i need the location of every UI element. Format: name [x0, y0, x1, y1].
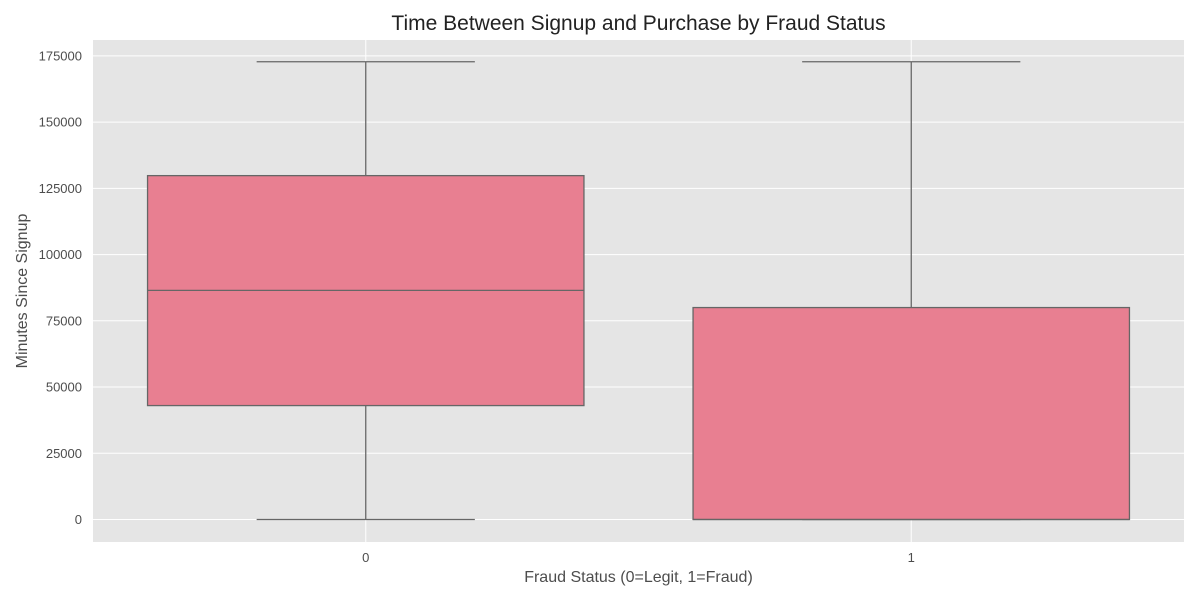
y-axis-label: Minutes Since Signup — [14, 214, 31, 369]
x-tick-label: 1 — [908, 550, 915, 565]
box-0 — [146, 61, 585, 521]
x-tick-label: 0 — [362, 550, 369, 565]
y-tick-label: 175000 — [39, 48, 82, 63]
y-tick-label: 125000 — [39, 181, 82, 196]
box-1 — [692, 61, 1131, 521]
y-axis-ticks: 0 25000 50000 75000 100000 125000 150000 175000 — [39, 48, 82, 527]
y-tick-label: 75000 — [46, 313, 82, 328]
y-tick-label: 25000 — [46, 446, 82, 461]
x-axis-label: Fraud Status (0=Legit, 1=Fraud) — [524, 569, 753, 586]
chart-title: Time Between Signup and Purchase by Frau… — [391, 12, 885, 35]
iqr-box — [692, 306, 1131, 521]
y-tick-label: 100000 — [39, 247, 82, 262]
y-tick-label: 0 — [75, 512, 82, 527]
y-tick-label: 150000 — [39, 115, 82, 130]
box-series — [146, 61, 1131, 521]
y-tick-label: 50000 — [46, 380, 82, 395]
